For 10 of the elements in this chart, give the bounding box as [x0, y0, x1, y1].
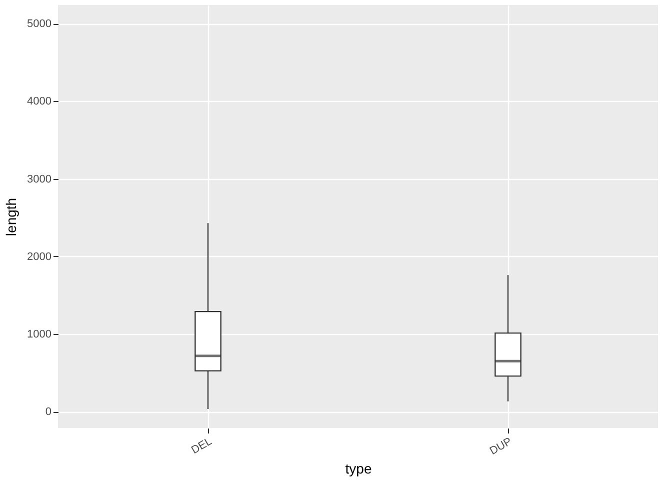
x-tick-label: DEL	[189, 436, 214, 457]
y-tick-label: 1000	[27, 328, 52, 341]
y-tick-label: 5000	[27, 18, 52, 30]
y-tick-label: 3000	[27, 173, 52, 186]
y-axis-title: length	[3, 198, 20, 236]
y-tick-label: 4000	[27, 96, 52, 108]
y-tick-label: 2000	[27, 250, 52, 263]
x-axis-title: type	[345, 460, 372, 477]
y-tick-label: 0	[45, 406, 52, 418]
x-tick-label: DUP	[488, 436, 514, 458]
